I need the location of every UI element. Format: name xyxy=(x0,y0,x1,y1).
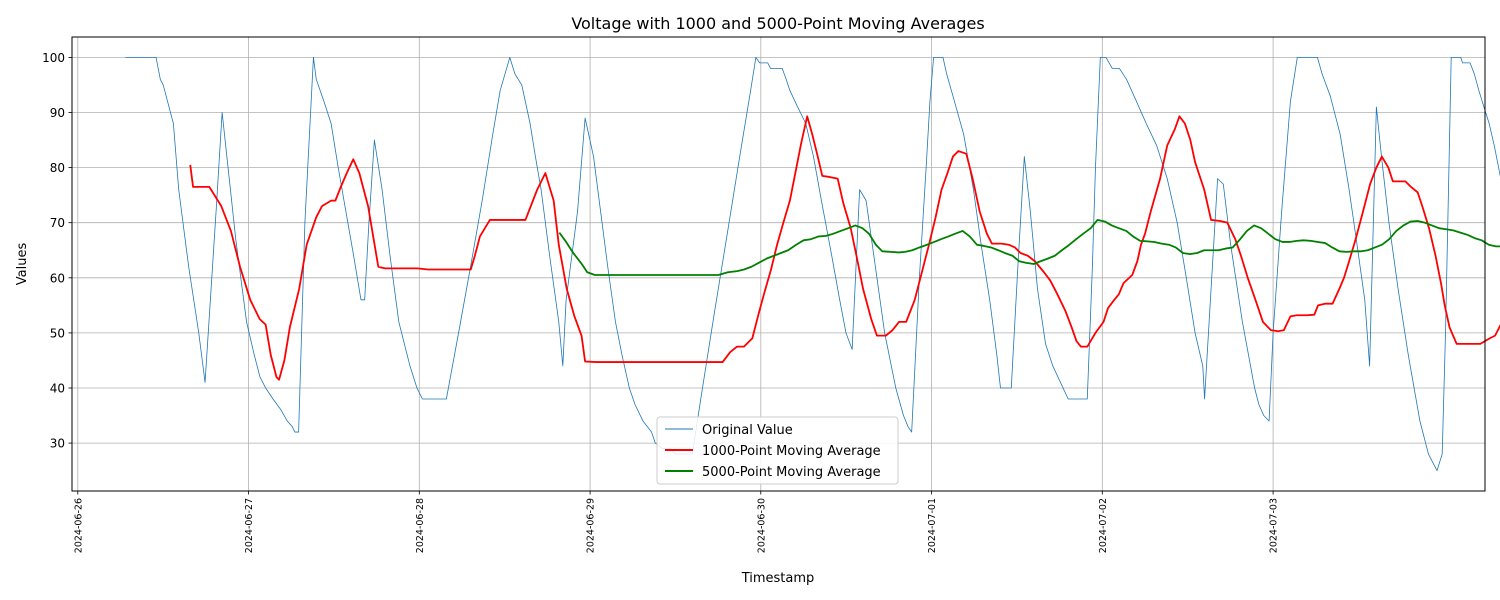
original-value-line xyxy=(125,56,1500,472)
legend-label-original: Original Value xyxy=(702,423,793,438)
plot-area-frame xyxy=(71,36,1486,492)
y-axis-title: Values xyxy=(15,243,30,286)
x-tick-label-5: 2024-07-01 xyxy=(927,498,938,553)
x-tick-label-2: 2024-06-28 xyxy=(415,498,426,553)
y-tick-label-3: 60 xyxy=(50,271,65,285)
series-lines xyxy=(125,56,1500,472)
legend-frame xyxy=(656,416,899,485)
moving-average-5000-line xyxy=(558,219,1500,276)
x-tick-label-4: 2024-06-30 xyxy=(756,498,767,553)
y-tick-label-7: 100 xyxy=(42,51,65,65)
y-tick-label-0: 30 xyxy=(50,437,65,451)
legend-label-1000-avg: 1000-Point Moving Average xyxy=(702,444,881,459)
y-tick-label-6: 90 xyxy=(50,106,65,120)
y-tick-label-2: 50 xyxy=(50,326,65,340)
x-axis-title: Timestamp xyxy=(741,571,815,586)
x-tick-label-6: 2024-07-02 xyxy=(1098,498,1109,553)
x-tick-label-7: 2024-07-03 xyxy=(1269,498,1280,553)
axis-ticks: 30 40 50 60 70 80 90 100 2024-06-26 2024-06-27 202… xyxy=(42,51,1280,553)
y-tick-label-5: 80 xyxy=(50,161,65,175)
x-tick-label-3: 2024-06-29 xyxy=(586,498,597,553)
y-tick-label-4: 70 xyxy=(50,216,65,230)
legend-label-5000-avg: 5000-Point Moving Average xyxy=(702,465,881,480)
moving-average-1000-line xyxy=(189,115,1500,381)
x-tick-label-1: 2024-06-27 xyxy=(244,498,255,553)
legend: Original Value 1000-Point Moving Average… xyxy=(656,416,899,485)
chart-title: Voltage with 1000 and 5000-Point Moving … xyxy=(571,14,984,33)
y-tick-label-1: 40 xyxy=(50,382,65,396)
x-tick-label-0: 2024-06-26 xyxy=(73,498,84,553)
